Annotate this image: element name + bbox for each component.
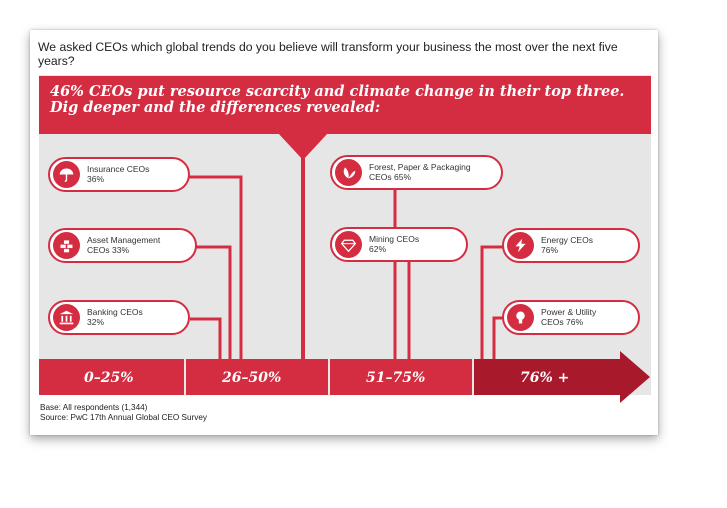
range-label-51-75: 51–75%	[366, 370, 426, 386]
sector-energy-value: 76%	[541, 245, 559, 255]
sector-banking-name: Banking CEOs	[87, 307, 143, 317]
sector-asset-management-value: CEOs 33%	[87, 245, 130, 255]
sector-mining: Mining CEOs 62%	[330, 227, 468, 262]
umbrella-icon	[53, 161, 80, 188]
connector-energy	[480, 245, 503, 359]
range-arrow-head	[620, 351, 650, 403]
sector-mining-name: Mining CEOs	[369, 234, 420, 244]
sector-power-utility-name: Power & Utility	[541, 307, 597, 317]
banner-pointer	[278, 133, 328, 160]
sector-insurance-value: 36%	[87, 174, 105, 184]
coins-stack-icon	[53, 232, 80, 259]
connector-banking	[190, 317, 222, 359]
range-segment-76-plus	[474, 359, 620, 395]
sector-banking: Banking CEOs 32%	[48, 300, 190, 335]
sector-mining-value: 62%	[369, 244, 387, 254]
sector-banking-value: 32%	[87, 317, 105, 327]
sector-power-utility: Power & Utility CEOs 76%	[502, 300, 640, 335]
sector-energy-name: Energy CEOs	[541, 235, 593, 245]
sector-forest-name: Forest, Paper & Packaging	[369, 162, 471, 172]
diamond-icon	[335, 231, 362, 258]
sector-asset-management: Asset Management CEOs 33%	[48, 228, 197, 263]
sector-insurance: Insurance CEOs 36%	[48, 157, 190, 192]
range-label-76-plus: 76% +	[520, 370, 570, 386]
light-bulb-icon	[507, 304, 534, 331]
range-segment-51-75	[330, 359, 472, 395]
leaves-icon	[335, 159, 362, 186]
sector-forest-value: CEOs 65%	[369, 172, 412, 182]
headline-text: 46% CEOs put resource scarcity and clima…	[50, 84, 640, 116]
headline-line-2: Dig deeper and the differences revealed:	[50, 99, 381, 116]
headline-line-1: 46% CEOs put resource scarcity and clima…	[50, 83, 625, 100]
range-segment-0-25	[39, 359, 184, 395]
lightning-icon	[507, 232, 534, 259]
footnote-source: Source: PwC 17th Annual Global CEO Surve…	[40, 413, 208, 422]
headline-banner	[39, 76, 651, 134]
footnote-base: Base: All respondents (1,344)	[40, 403, 148, 412]
bank-building-icon	[53, 304, 80, 331]
connector-asset-management	[195, 245, 232, 359]
connector-power-utility	[492, 316, 503, 359]
connector-insurance	[188, 175, 243, 359]
range-label-0-25: 0–25%	[84, 370, 134, 386]
survey-question: We asked CEOs which global trends do you…	[38, 40, 618, 68]
central-line	[301, 155, 305, 359]
range-label-26-50: 26–50%	[222, 370, 282, 386]
footnote: Base: All respondents (1,344) Source: Pw…	[40, 403, 440, 423]
sector-forest-paper-packaging: Forest, Paper & Packaging CEOs 65%	[330, 155, 503, 190]
sector-asset-management-name: Asset Management	[87, 235, 161, 245]
sector-insurance-name: Insurance CEOs	[87, 164, 150, 174]
range-segment-26-50	[186, 359, 328, 395]
sector-energy: Energy CEOs 76%	[502, 228, 640, 263]
sector-power-utility-value: CEOs 76%	[541, 317, 584, 327]
